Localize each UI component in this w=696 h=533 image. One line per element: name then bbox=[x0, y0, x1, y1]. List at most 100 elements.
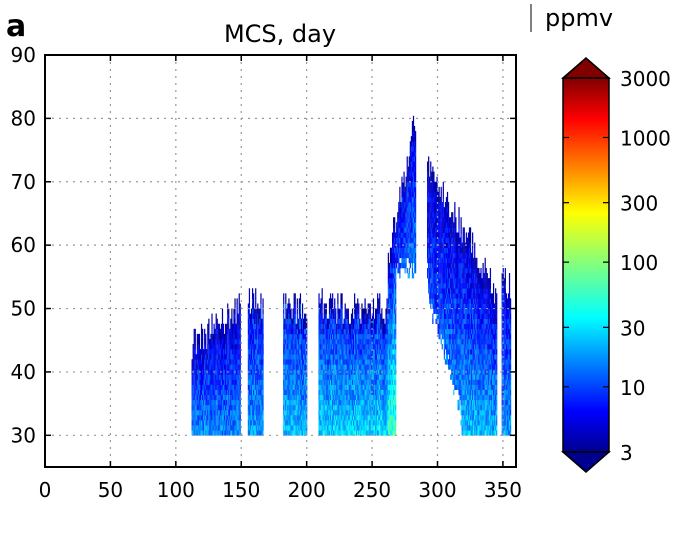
heatmap-cell bbox=[336, 420, 338, 426]
heatmap-cell bbox=[349, 344, 352, 350]
heatmap-cell bbox=[440, 247, 442, 254]
heatmap-cell bbox=[191, 404, 193, 411]
heatmap-cell bbox=[339, 384, 341, 390]
heatmap-cell bbox=[202, 415, 204, 421]
heatmap-cell bbox=[199, 384, 202, 390]
heatmap-cell bbox=[238, 354, 240, 360]
heatmap-cell bbox=[329, 404, 332, 411]
heatmap-cell bbox=[395, 354, 397, 360]
heatmap-cell bbox=[432, 212, 434, 218]
heatmap-cell bbox=[322, 328, 324, 335]
heatmap-cell bbox=[191, 420, 193, 426]
heatmap-cell bbox=[323, 374, 325, 380]
heatmap-cell bbox=[222, 354, 225, 360]
heatmap-cell bbox=[251, 349, 254, 355]
heatmap-cell bbox=[194, 374, 196, 380]
heatmap-cell bbox=[344, 323, 346, 330]
heatmap-cell bbox=[382, 430, 384, 436]
heatmap-cell bbox=[361, 318, 363, 325]
heatmap-cell bbox=[347, 399, 349, 406]
heatmap-cell bbox=[337, 394, 339, 401]
heatmap-cell bbox=[202, 364, 204, 370]
heatmap-cell bbox=[404, 267, 406, 274]
heatmap-cell bbox=[350, 399, 353, 406]
heatmap-cell bbox=[284, 354, 286, 360]
heatmap-cell bbox=[441, 344, 443, 350]
heatmap-cell bbox=[327, 374, 330, 380]
heatmap-cell bbox=[387, 364, 389, 370]
heatmap-cell bbox=[412, 247, 415, 254]
heatmap-cell bbox=[236, 344, 238, 350]
heatmap-cell bbox=[259, 394, 261, 401]
heatmap-cell bbox=[377, 349, 379, 355]
heatmap-cell bbox=[437, 217, 439, 223]
heatmap-cell bbox=[318, 394, 320, 401]
heatmap-cell bbox=[404, 222, 406, 228]
heatmap-cell bbox=[441, 207, 443, 213]
heatmap-cell bbox=[393, 349, 395, 355]
heatmap-cell bbox=[288, 333, 290, 340]
heatmap-cell bbox=[230, 404, 232, 411]
heatmap-cell bbox=[306, 430, 308, 436]
heatmap-cell bbox=[322, 399, 324, 406]
heatmap-cell bbox=[369, 359, 371, 365]
heatmap-cell bbox=[366, 313, 368, 319]
heatmap-cell bbox=[208, 399, 210, 406]
heatmap-cell bbox=[206, 399, 208, 406]
heatmap-cell bbox=[223, 344, 226, 350]
heatmap-cell bbox=[431, 267, 433, 274]
heatmap-cell bbox=[393, 232, 395, 238]
heatmap-cell bbox=[344, 308, 346, 314]
heatmap-cell bbox=[441, 242, 443, 248]
heatmap-cell bbox=[193, 409, 195, 416]
heatmap-cell bbox=[428, 278, 430, 284]
heatmap-cell bbox=[443, 207, 445, 213]
heatmap-cell bbox=[359, 369, 361, 375]
heatmap-cell bbox=[377, 425, 379, 431]
heatmap-cell bbox=[300, 369, 303, 375]
heatmap-cell bbox=[305, 333, 307, 340]
heatmap-cell bbox=[435, 252, 437, 259]
heatmap-cell bbox=[334, 323, 336, 330]
heatmap-cell bbox=[334, 364, 336, 370]
heatmap-cell bbox=[299, 328, 302, 335]
heatmap-cell bbox=[324, 323, 326, 330]
heatmap-cell bbox=[399, 186, 401, 193]
heatmap-cell bbox=[261, 338, 263, 345]
heatmap-cell bbox=[351, 430, 354, 436]
heatmap-cell bbox=[300, 399, 303, 406]
heatmap-cell bbox=[413, 156, 416, 162]
heatmap-cell bbox=[377, 338, 379, 345]
heatmap-cell bbox=[226, 409, 228, 416]
heatmap-cell bbox=[193, 404, 195, 411]
heatmap-cell bbox=[198, 354, 201, 360]
heatmap-cell bbox=[296, 333, 298, 340]
heatmap-cell bbox=[403, 196, 405, 203]
heatmap-cell bbox=[370, 369, 372, 375]
heatmap-cell bbox=[194, 333, 196, 340]
heatmap-cell bbox=[303, 404, 305, 411]
heatmap-cell bbox=[322, 389, 324, 396]
heatmap-cell bbox=[430, 252, 432, 259]
heatmap-cell bbox=[194, 389, 196, 396]
heatmap-cell bbox=[391, 237, 394, 243]
heatmap-cell bbox=[323, 318, 325, 325]
heatmap-cell bbox=[385, 369, 387, 375]
heatmap-cell bbox=[383, 338, 385, 345]
heatmap-cell bbox=[391, 242, 394, 248]
heatmap-cell bbox=[401, 212, 403, 218]
heatmap-cell bbox=[347, 404, 349, 411]
heatmap-cell bbox=[286, 318, 288, 325]
heatmap-cell bbox=[191, 389, 193, 396]
heatmap-cell bbox=[346, 409, 348, 416]
heatmap-cell bbox=[389, 293, 392, 299]
heatmap-cell bbox=[411, 166, 414, 172]
heatmap-cell bbox=[350, 384, 353, 390]
heatmap-cell bbox=[207, 420, 209, 426]
heatmap-cell bbox=[399, 242, 401, 248]
heatmap-cell bbox=[388, 404, 391, 411]
heatmap-cell bbox=[394, 420, 396, 426]
heatmap-cell bbox=[288, 308, 290, 314]
heatmap-cell bbox=[431, 257, 433, 264]
heatmap-cell bbox=[368, 409, 370, 416]
